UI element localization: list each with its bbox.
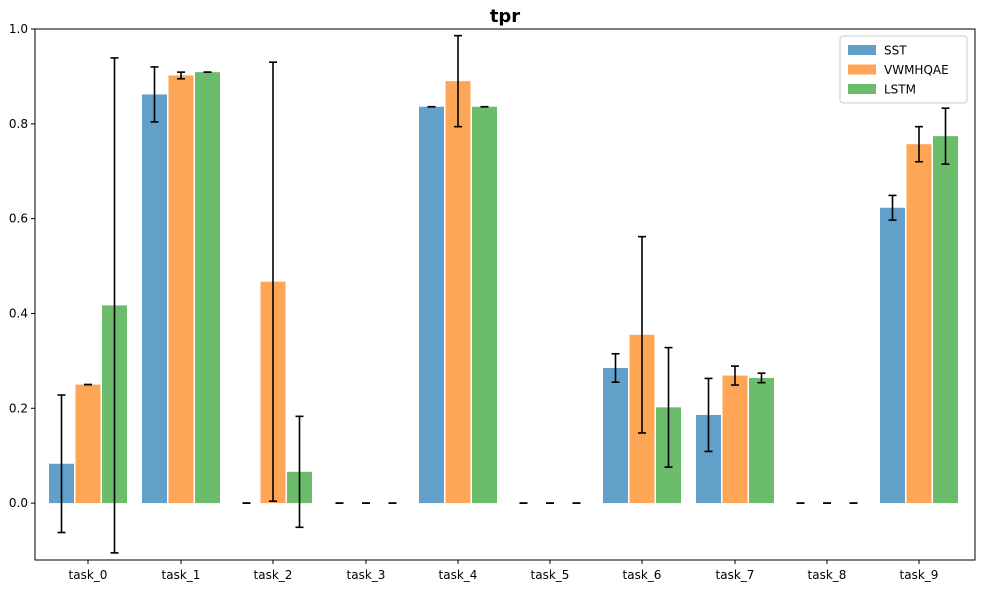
x-tick-label: task_0 [69, 568, 108, 582]
legend-swatch-sst [848, 45, 876, 55]
bar-sst-task_4 [419, 106, 444, 504]
y-tick-label: 0.2 [9, 401, 28, 415]
bar-lstm-task_9 [933, 136, 958, 504]
error-bar-vwmhqae-task_9 [915, 125, 923, 163]
chart-title: tpr [490, 6, 520, 27]
error-bar-lstm-task_0 [110, 57, 119, 554]
x-tick-label: task_4 [439, 568, 478, 582]
x-tick-label: task_6 [623, 568, 662, 582]
legend-label-vwmhqae: VWMHQAE [884, 63, 949, 77]
error-bar-sst-task_0 [57, 394, 66, 534]
error-bar-lstm-task_2 [295, 415, 304, 529]
error-bar-sst-task_9 [888, 194, 897, 221]
error-bar-vwmhqae-task_6 [638, 235, 646, 434]
y-tick-label: 0.0 [9, 496, 28, 510]
x-tick-label: task_9 [900, 568, 939, 582]
error-bar-vwmhqae-task_2 [269, 61, 277, 503]
error-bar-lstm-task_9 [941, 107, 950, 165]
bar-lstm-task_7 [749, 377, 774, 504]
bar-sst-task_1 [142, 94, 167, 504]
legend: SST VWMHQAE LSTM [839, 35, 968, 104]
x-tick-label: task_3 [347, 568, 386, 582]
y-tick-label: 1.0 [9, 22, 28, 36]
bar-vwmhqae-task_9 [906, 144, 932, 504]
bar-sst-task_9 [880, 207, 905, 504]
error-bar-vwmhqae-task_4 [454, 34, 462, 128]
error-bar-sst-task_6 [611, 352, 620, 384]
legend-swatch-lstm [848, 84, 876, 94]
y-tick-label: 0.4 [9, 306, 28, 320]
bar-lstm-task_4 [472, 106, 497, 504]
error-bar-lstm-task_7 [757, 372, 766, 384]
x-tick-label: task_8 [808, 568, 847, 582]
legend-swatch-vwmhqae [848, 64, 876, 75]
bar-vwmhqae-task_0 [75, 384, 101, 504]
y-tick-label: 0.6 [9, 212, 28, 226]
error-bar-sst-task_1 [150, 66, 159, 123]
y-tick-label: 0.8 [9, 117, 28, 131]
bar-lstm-task_1 [195, 72, 220, 504]
error-bar-sst-task_7 [704, 377, 713, 453]
bar-vwmhqae-task_4 [445, 81, 471, 504]
error-bar-vwmhqae-task_1 [177, 71, 185, 80]
x-tick-label: task_1 [162, 568, 201, 582]
legend-label-lstm: LSTM [884, 83, 916, 97]
x-tick-label: task_5 [531, 568, 570, 582]
bar-vwmhqae-task_1 [168, 75, 194, 504]
bar-sst-task_6 [603, 367, 628, 504]
legend-label-sst: SST [884, 44, 907, 58]
error-bar-vwmhqae-task_7 [731, 365, 739, 386]
bar-vwmhqae-task_7 [722, 375, 748, 504]
x-tick-label: task_7 [716, 568, 755, 582]
plot-frame [34, 28, 976, 561]
x-tick-label: task_2 [254, 568, 293, 582]
error-bar-lstm-task_6 [664, 346, 673, 468]
